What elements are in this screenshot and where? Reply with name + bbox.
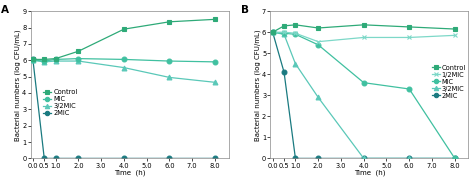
- Legend: Control, 1/2MIC, MIC, 3/2MIC, 2MIC: Control, 1/2MIC, MIC, 3/2MIC, 2MIC: [430, 64, 467, 100]
- X-axis label: Time  (h): Time (h): [354, 170, 385, 176]
- Legend: Control, MIC, 3/2MIC, 2MIC: Control, MIC, 3/2MIC, 2MIC: [42, 88, 79, 117]
- 3/2MIC: [281, 33, 287, 35]
- Control: [75, 50, 81, 52]
- Control: [270, 31, 275, 33]
- Line: 3/2MIC: 3/2MIC: [30, 58, 218, 85]
- Control: [121, 28, 127, 30]
- MIC: [315, 44, 321, 46]
- Control: [281, 25, 287, 27]
- Control: [452, 28, 457, 30]
- MIC: [212, 61, 218, 63]
- 1/2MIC: [270, 31, 275, 33]
- Line: MIC: MIC: [270, 30, 457, 161]
- 2MIC: [30, 58, 36, 60]
- MIC: [41, 60, 47, 62]
- Control: [30, 58, 36, 60]
- Control: [167, 21, 173, 23]
- 3/2MIC: [452, 157, 457, 159]
- Control: [53, 58, 58, 60]
- Line: Control: Control: [30, 17, 218, 62]
- Line: 2MIC: 2MIC: [30, 57, 218, 161]
- 2MIC: [315, 157, 321, 159]
- MIC: [53, 58, 58, 60]
- 2MIC: [121, 157, 127, 159]
- 3/2MIC: [270, 31, 275, 33]
- 1/2MIC: [281, 31, 287, 33]
- Line: 3/2MIC: 3/2MIC: [270, 30, 457, 161]
- Control: [406, 26, 412, 28]
- 3/2MIC: [292, 63, 298, 65]
- 2MIC: [41, 157, 47, 159]
- Line: MIC: MIC: [30, 56, 218, 64]
- 3/2MIC: [41, 61, 47, 63]
- Control: [41, 58, 47, 60]
- 2MIC: [452, 157, 457, 159]
- 3/2MIC: [406, 157, 412, 159]
- Text: A: A: [1, 5, 9, 15]
- 3/2MIC: [315, 96, 321, 98]
- 3/2MIC: [212, 81, 218, 83]
- Y-axis label: Bacterial numbers (log CFU/mL): Bacterial numbers (log CFU/mL): [14, 29, 21, 141]
- Control: [315, 27, 321, 29]
- MIC: [167, 60, 173, 62]
- 3/2MIC: [53, 60, 58, 62]
- MIC: [452, 157, 457, 159]
- Line: 1/2MIC: 1/2MIC: [270, 30, 457, 44]
- Text: B: B: [241, 5, 249, 15]
- 1/2MIC: [452, 34, 457, 36]
- Line: 2MIC: 2MIC: [270, 30, 457, 161]
- MIC: [361, 82, 366, 84]
- MIC: [75, 58, 81, 60]
- Line: Control: Control: [270, 22, 457, 35]
- Control: [212, 18, 218, 20]
- X-axis label: Time  (h): Time (h): [114, 170, 146, 176]
- Y-axis label: Bacterial numbers (log CFU/mL): Bacterial numbers (log CFU/mL): [254, 29, 261, 141]
- 1/2MIC: [315, 41, 321, 43]
- 3/2MIC: [361, 157, 366, 159]
- 3/2MIC: [121, 66, 127, 69]
- 2MIC: [212, 157, 218, 159]
- 3/2MIC: [167, 76, 173, 78]
- MIC: [406, 88, 412, 90]
- MIC: [270, 31, 275, 33]
- 1/2MIC: [406, 36, 412, 39]
- 3/2MIC: [30, 59, 36, 61]
- MIC: [281, 32, 287, 34]
- 1/2MIC: [361, 36, 366, 39]
- 2MIC: [53, 157, 58, 159]
- 3/2MIC: [75, 60, 81, 62]
- MIC: [30, 59, 36, 61]
- 2MIC: [406, 157, 412, 159]
- 2MIC: [167, 157, 173, 159]
- 2MIC: [75, 157, 81, 159]
- 1/2MIC: [292, 32, 298, 34]
- MIC: [292, 33, 298, 35]
- 2MIC: [361, 157, 366, 159]
- Control: [292, 24, 298, 26]
- 2MIC: [281, 71, 287, 73]
- Control: [361, 24, 366, 26]
- 2MIC: [292, 157, 298, 159]
- 2MIC: [270, 31, 275, 33]
- MIC: [121, 58, 127, 60]
